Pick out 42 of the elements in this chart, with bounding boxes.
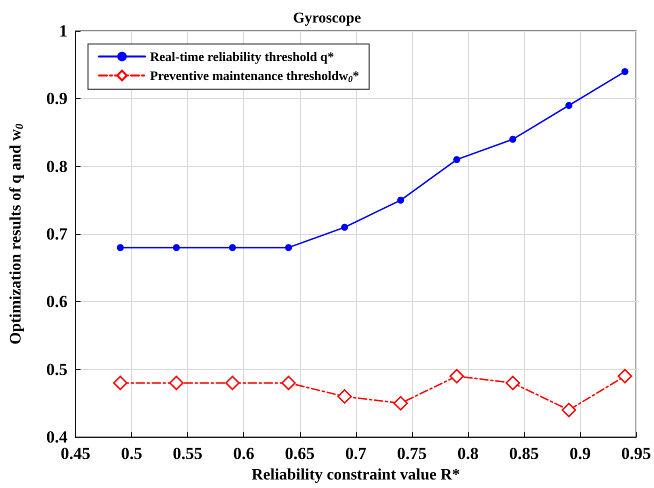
x-tick-label: 0.95 xyxy=(621,444,651,464)
x-tick-label: 0.8 xyxy=(457,444,479,464)
point xyxy=(393,396,408,411)
x-tick-label: 0.55 xyxy=(172,444,202,464)
point xyxy=(397,196,404,204)
x-tick-label: 0.65 xyxy=(284,444,315,464)
point xyxy=(285,244,292,252)
x-tick-label: 0.9 xyxy=(569,444,591,464)
point xyxy=(337,389,352,404)
x-axis-title: Reliability constraint value R* xyxy=(252,466,460,484)
x-tick-label: 0.5 xyxy=(120,444,142,464)
y-tick-label: 1 xyxy=(59,22,68,40)
point xyxy=(225,376,240,390)
x-tick-label: 0.85 xyxy=(509,444,539,464)
x-tick-label: 0.75 xyxy=(397,444,427,464)
y-tick-label: 0.7 xyxy=(46,224,68,244)
point xyxy=(281,376,296,390)
y-tick-label: 0.9 xyxy=(46,89,68,108)
point xyxy=(172,244,180,252)
point xyxy=(562,402,576,418)
y-tick-label: 0.8 xyxy=(46,156,68,176)
y-tick-label: 0.5 xyxy=(46,360,68,379)
point xyxy=(449,368,464,384)
point xyxy=(228,244,236,252)
point xyxy=(621,68,628,76)
x-tick-label: 0.7 xyxy=(345,444,367,464)
point xyxy=(453,156,460,164)
y-axis-title: Optimization results of q and w0 xyxy=(8,123,26,344)
x-tick-label: 0.6 xyxy=(233,444,254,464)
y-tick-label: 0.6 xyxy=(46,292,68,312)
point xyxy=(506,376,520,390)
point xyxy=(565,102,572,109)
point xyxy=(341,224,348,231)
y-tick-label: 0.4 xyxy=(46,428,68,447)
point xyxy=(509,136,516,143)
legend-label: Real-time reliability threshold q* xyxy=(150,49,334,64)
point xyxy=(113,376,128,390)
point xyxy=(618,368,632,384)
chart-title: Gyroscope xyxy=(292,10,362,26)
point xyxy=(116,244,124,252)
point xyxy=(169,376,184,390)
x-tick-label: 0.45 xyxy=(60,444,90,464)
